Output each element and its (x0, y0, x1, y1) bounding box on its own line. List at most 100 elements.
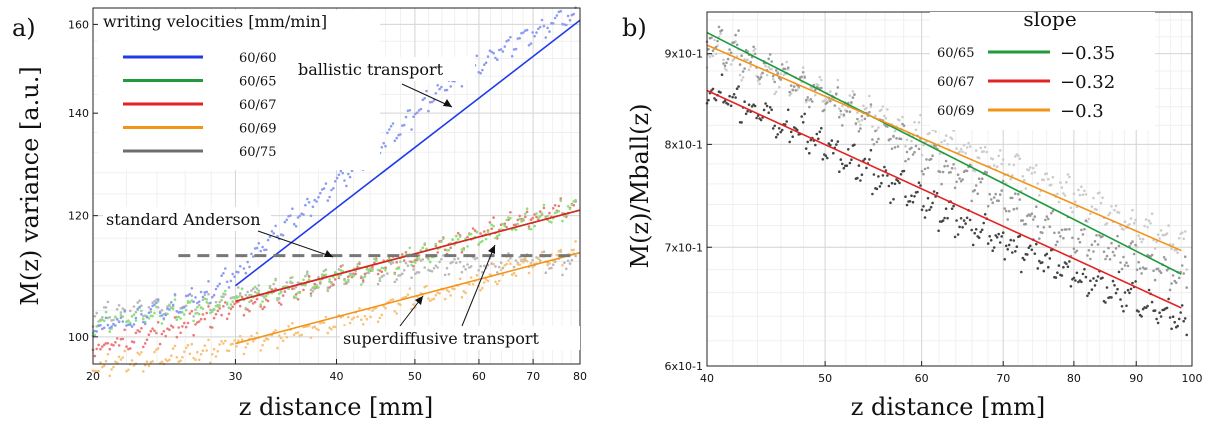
data-point (358, 307, 361, 310)
data-point (714, 98, 718, 102)
data-point (395, 136, 399, 140)
data-point (319, 280, 322, 283)
data-point (333, 278, 337, 281)
data-point (313, 198, 317, 202)
data-point (848, 110, 852, 113)
data-point (102, 319, 106, 323)
data-point (910, 139, 913, 143)
data-point (1144, 218, 1148, 221)
data-point (859, 123, 862, 127)
data-point (931, 201, 934, 205)
data-point (726, 57, 730, 61)
data-point (304, 284, 307, 287)
data-point (815, 132, 819, 136)
data-point (509, 35, 512, 39)
data-point (1029, 214, 1032, 217)
data-point (307, 278, 311, 282)
data-point (155, 305, 158, 309)
data-point (430, 100, 434, 104)
data-point (804, 98, 808, 102)
data-point (874, 129, 877, 133)
data-point (455, 234, 458, 238)
data-point (266, 299, 270, 303)
data-point (860, 173, 864, 176)
data-point (490, 223, 494, 227)
data-point (428, 100, 432, 104)
data-point (138, 305, 141, 309)
data-point (747, 103, 751, 106)
data-point (382, 304, 386, 308)
data-point (201, 295, 205, 299)
data-point (979, 146, 982, 150)
data-point (1011, 251, 1014, 254)
data-point (1017, 154, 1020, 157)
data-point (434, 264, 438, 268)
data-point (1170, 282, 1173, 285)
data-point (522, 31, 525, 34)
data-point (896, 145, 900, 148)
data-point (95, 311, 98, 315)
data-point (717, 25, 721, 29)
data-point (447, 290, 451, 293)
data-point (296, 291, 300, 295)
data-point (889, 137, 892, 141)
data-point (428, 260, 432, 264)
data-point (518, 214, 521, 218)
data-point (309, 214, 313, 218)
data-point (1158, 237, 1161, 240)
data-point (551, 207, 555, 210)
data-point (923, 216, 927, 219)
data-point (229, 307, 233, 311)
data-point (162, 330, 166, 333)
data-point (343, 179, 346, 182)
data-point (1159, 229, 1163, 232)
x-tick-label: 60 (472, 370, 486, 383)
data-point (1084, 275, 1088, 279)
data-point (1087, 291, 1091, 295)
data-point (1062, 192, 1065, 195)
data-point (279, 303, 283, 306)
data-point (278, 301, 281, 305)
data-point (1083, 227, 1086, 231)
data-point (868, 94, 871, 98)
data-point (177, 311, 180, 314)
data-point (246, 290, 249, 294)
data-point (788, 94, 791, 97)
data-point (250, 252, 253, 256)
data-point (509, 262, 512, 266)
data-point (192, 300, 195, 304)
data-point (496, 58, 499, 61)
y-tick-label: 140 (68, 107, 89, 120)
data-point (1075, 249, 1079, 253)
data-point (853, 143, 856, 147)
data-point (281, 339, 285, 343)
data-point (302, 278, 305, 282)
data-point (941, 170, 945, 174)
x-tick-label: 40 (700, 372, 714, 385)
data-point (371, 269, 374, 272)
data-point (1004, 209, 1008, 213)
data-point (958, 150, 961, 153)
data-point (237, 271, 240, 274)
data-point (138, 299, 141, 303)
data-point (164, 358, 167, 361)
data-point (233, 339, 236, 342)
data-point (514, 259, 518, 262)
data-point (475, 274, 479, 277)
data-point (818, 130, 822, 134)
data-point (959, 217, 963, 220)
data-point (151, 360, 154, 363)
data-point (341, 171, 345, 175)
data-point (956, 233, 960, 236)
data-point (201, 313, 205, 316)
data-point (759, 118, 763, 122)
data-point (414, 261, 417, 264)
data-point (417, 109, 421, 112)
data-point (839, 113, 843, 116)
data-point (759, 76, 763, 79)
data-point (356, 263, 359, 266)
data-point (1155, 317, 1158, 321)
data-point (361, 279, 365, 282)
data-point (259, 249, 263, 253)
